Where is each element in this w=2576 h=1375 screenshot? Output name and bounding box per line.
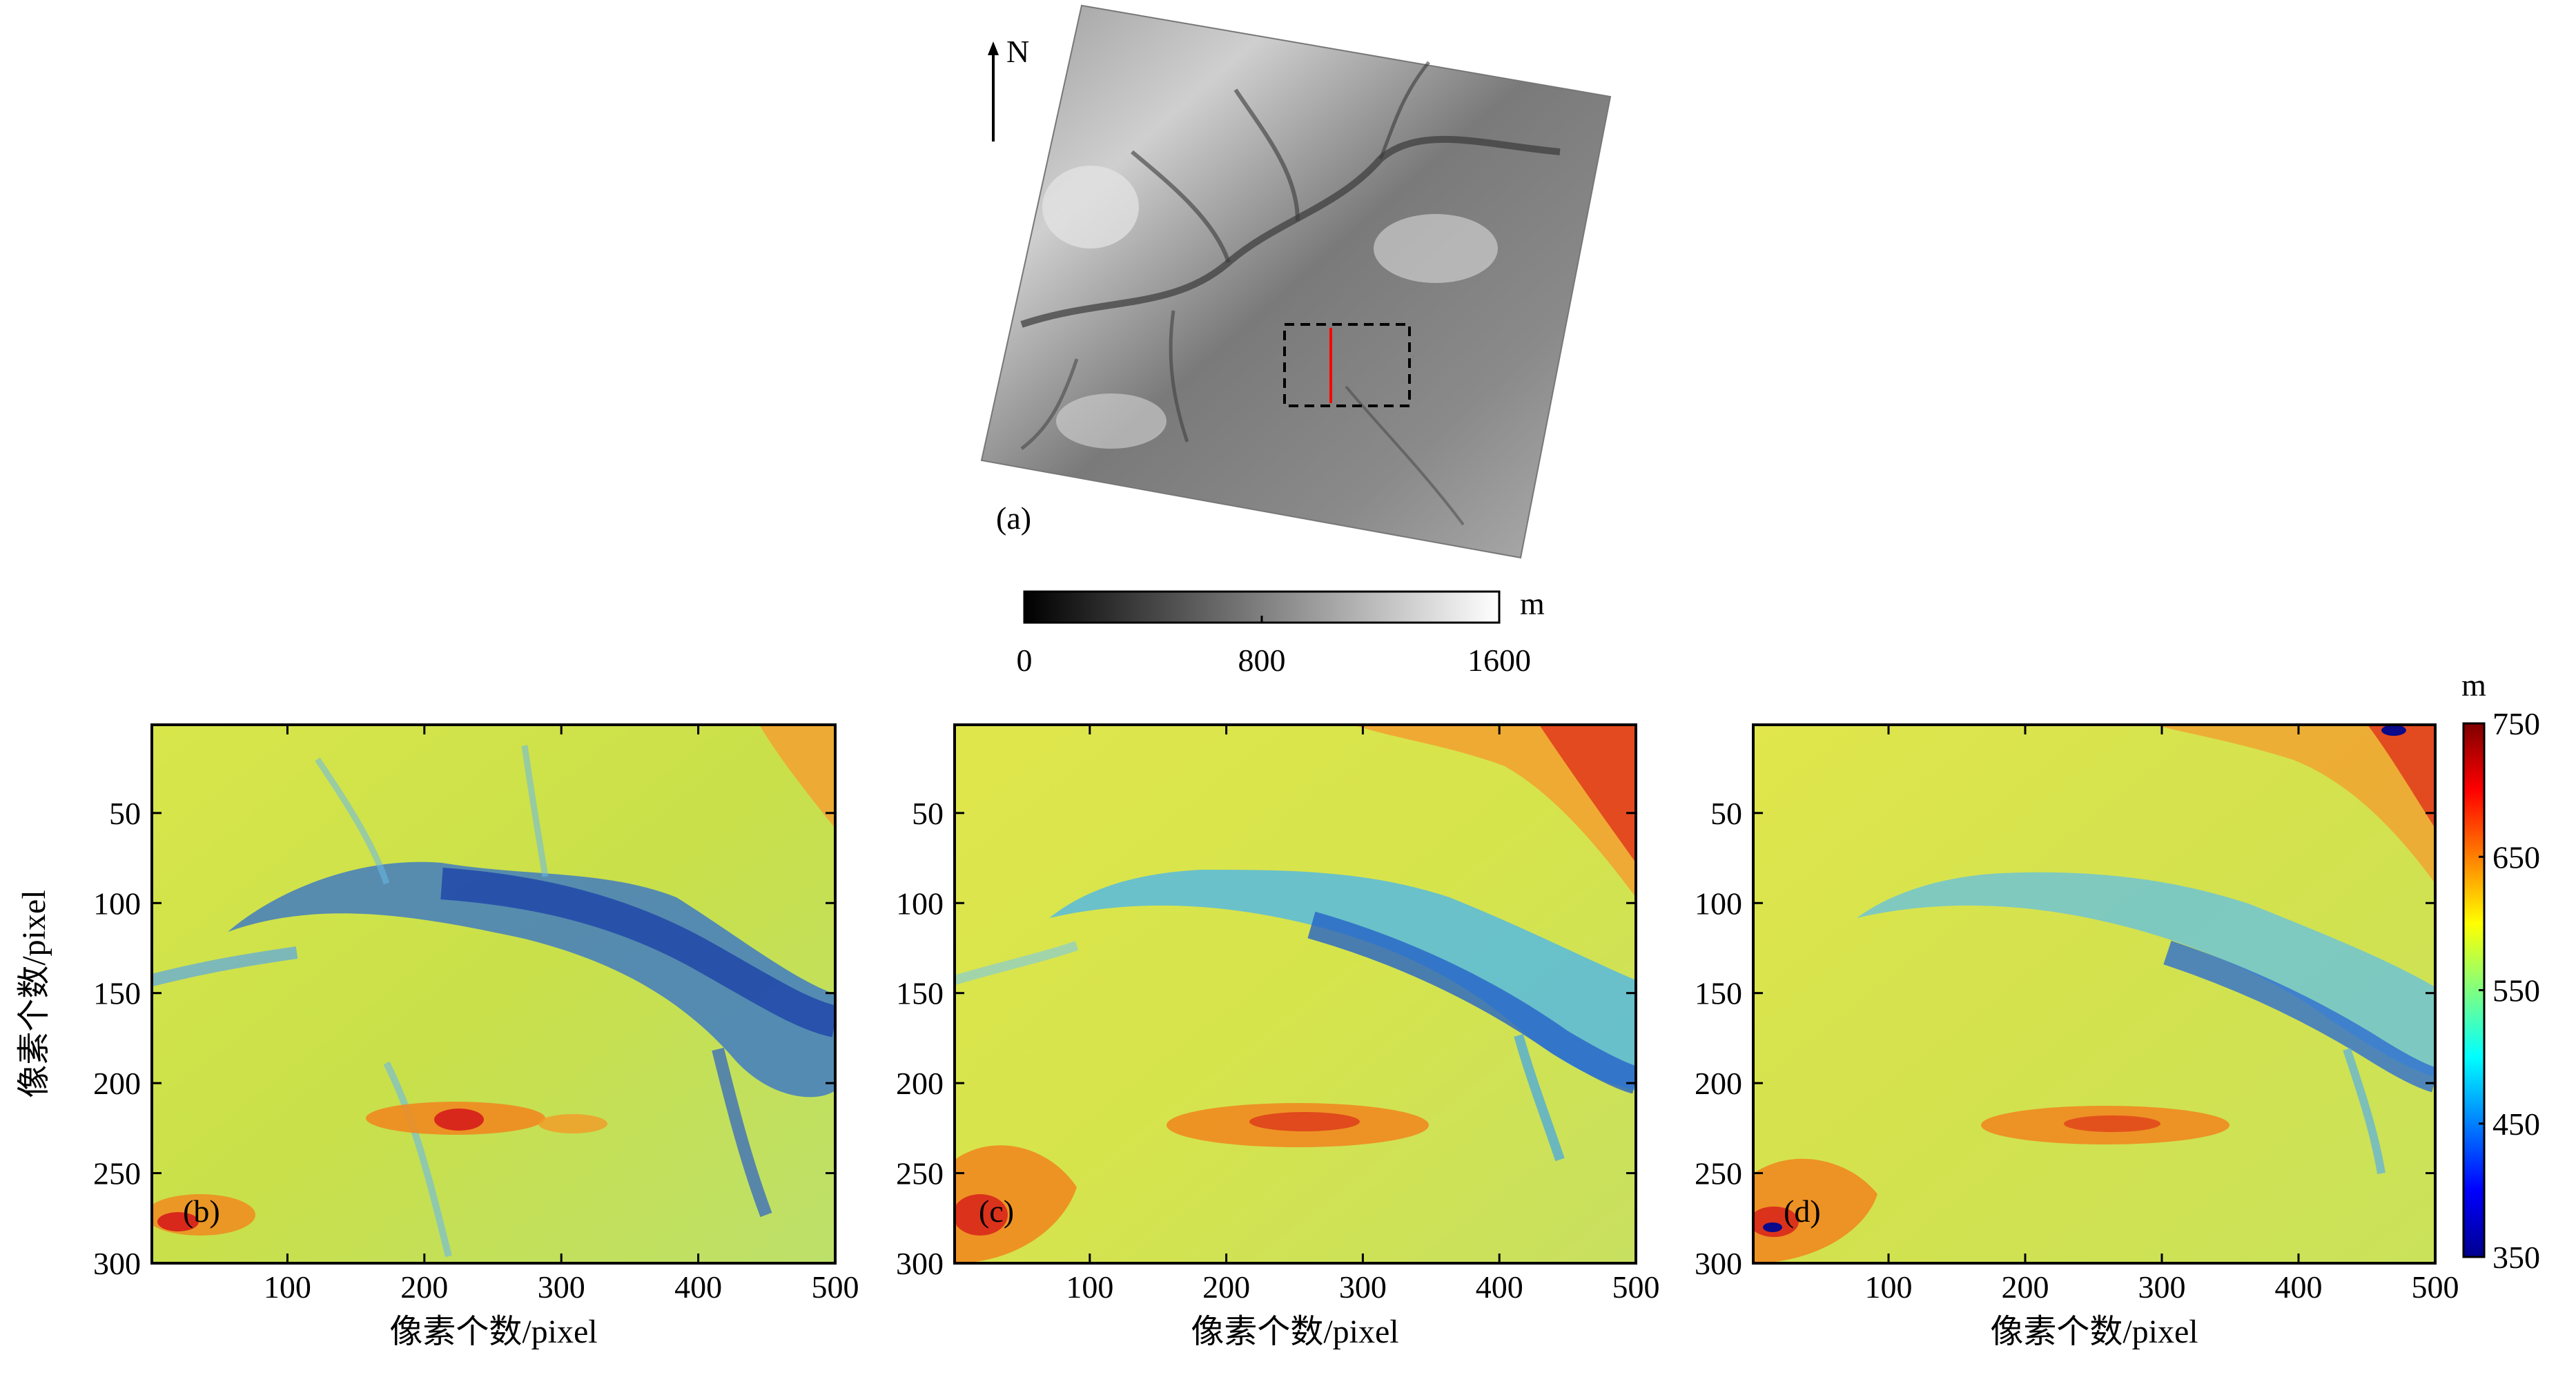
x-tick-label: 100 [1865, 1269, 1913, 1305]
x-tick-label: 200 [400, 1269, 448, 1305]
panel-b-image [152, 725, 835, 1263]
panel-d-image [1753, 725, 2435, 1263]
x-tick-label: 500 [2412, 1269, 2459, 1305]
panel-d-axes: 100 200 300 400 500 50 100 150 200 250 300 [1695, 725, 2459, 1305]
x-tick-label: 400 [2275, 1269, 2323, 1305]
panel-b-xlabel: 像素个数/pixel [389, 1314, 597, 1350]
gray-colorbar-tick-label: 1600 [1467, 643, 1531, 678]
y-tick-label: 200 [896, 1066, 944, 1101]
y-tick-label: 300 [93, 1246, 141, 1281]
y-tick-label: 150 [1695, 976, 1742, 1011]
x-tick-label: 200 [1202, 1269, 1250, 1305]
gray-colorbar-unit: m [1520, 586, 1545, 621]
panel-a: N (a) m 0 800 1600 [980, 4, 1612, 678]
panel-b-ylabel: 像素个数/pixel [16, 890, 52, 1098]
x-tick-label: 500 [1612, 1269, 1660, 1305]
dem-image [980, 4, 1612, 559]
jet-colorbar-tick-label: 350 [2492, 1240, 2540, 1275]
north-arrow: N [988, 34, 1029, 142]
y-tick-label: 250 [93, 1156, 141, 1191]
y-tick-label: 250 [1695, 1156, 1742, 1191]
y-tick-label: 200 [93, 1066, 141, 1101]
panel-b: (b) 100 200 300 400 500 50 100 150 200 250 300 像素个… [16, 723, 859, 1350]
x-tick-label: 500 [812, 1269, 859, 1305]
panel-c-label: (c) [979, 1193, 1014, 1229]
jet-colorbar-tick-label: 450 [2492, 1106, 2540, 1142]
y-tick-label: 150 [896, 976, 944, 1011]
jet-colorbar-unit: m [2461, 667, 2486, 703]
study-area-box [1283, 323, 1411, 407]
panel-a-label: (a) [996, 500, 1031, 536]
y-tick-label: 50 [912, 796, 944, 831]
x-tick-label: 300 [538, 1269, 585, 1305]
x-tick-label: 100 [1066, 1269, 1113, 1305]
y-tick-label: 200 [1695, 1066, 1742, 1101]
panel-b-axes: 100 200 300 400 500 50 100 150 200 250 300 [93, 725, 859, 1305]
jet-colorbar-tick-label: 650 [2492, 839, 2540, 875]
north-label: N [1006, 34, 1029, 69]
jet-colorbar: m 350 450 550 650 750 [2461, 667, 2540, 1275]
panel-c: (c) 100 200 300 400 500 50 100 150 200 250 300 像素个… [896, 723, 1660, 1350]
jet-colorbar-tick-label: 750 [2492, 706, 2540, 741]
panel-c-image [955, 725, 1636, 1263]
y-tick-label: 100 [896, 886, 944, 921]
x-tick-label: 100 [264, 1269, 311, 1305]
panel-c-axes: 100 200 300 400 500 50 100 150 200 250 300 [896, 725, 1660, 1305]
gray-colorbar-tick-label: 800 [1238, 643, 1286, 678]
gray-colorbar-tick-label: 0 [1017, 643, 1033, 678]
y-tick-label: 300 [896, 1246, 944, 1281]
y-tick-label: 50 [109, 796, 141, 831]
x-tick-label: 200 [2002, 1269, 2049, 1305]
y-tick-label: 100 [93, 886, 141, 921]
y-tick-label: 50 [1710, 796, 1742, 831]
panel-d: (d) 100 200 300 400 500 50 100 150 200 250 300 像素个… [1695, 723, 2459, 1350]
y-tick-label: 150 [93, 976, 141, 1011]
y-tick-label: 300 [1695, 1246, 1742, 1281]
x-tick-label: 400 [1476, 1269, 1523, 1305]
x-tick-label: 400 [674, 1269, 722, 1305]
gray-colorbar: m 0 800 1600 [1017, 586, 1545, 678]
y-tick-label: 250 [896, 1156, 944, 1191]
panel-b-label: (b) [183, 1193, 220, 1229]
x-tick-label: 300 [1339, 1269, 1387, 1305]
x-tick-label: 300 [2138, 1269, 2186, 1305]
jet-colorbar-tick-label: 550 [2492, 973, 2540, 1008]
panel-d-xlabel: 像素个数/pixel [1990, 1314, 2198, 1350]
panel-c-xlabel: 像素个数/pixel [1191, 1314, 1398, 1350]
y-tick-label: 100 [1695, 886, 1742, 921]
panel-d-label: (d) [1784, 1193, 1821, 1229]
